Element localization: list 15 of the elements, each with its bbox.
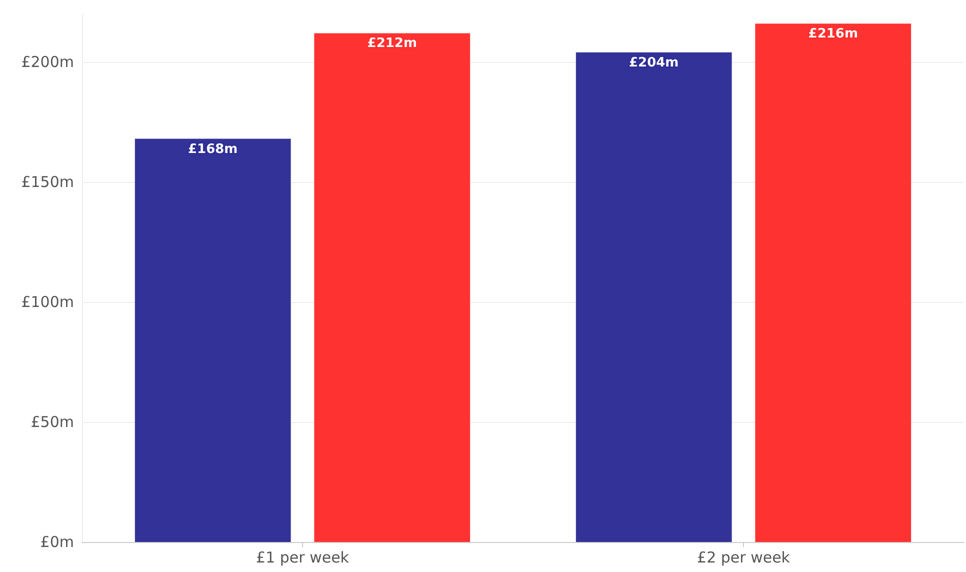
bar	[134, 138, 291, 542]
data-label: £212m	[367, 36, 418, 52]
bar	[314, 33, 470, 542]
data-label: £168m	[188, 142, 238, 157]
y-tick-label: £0m	[40, 533, 74, 551]
data-label: £216m	[808, 26, 858, 42]
y-tick-label: £200m	[21, 53, 74, 71]
data-label: £204m	[628, 55, 679, 70]
bar	[576, 52, 732, 542]
y-tick-label: £100m	[21, 293, 74, 311]
x-tick-label: £2 per week	[697, 548, 790, 566]
y-tick-label: £50m	[30, 413, 74, 431]
bar	[755, 24, 912, 542]
x-tick-label: £1 per week	[256, 548, 350, 566]
y-tick-label: £150m	[21, 173, 74, 191]
